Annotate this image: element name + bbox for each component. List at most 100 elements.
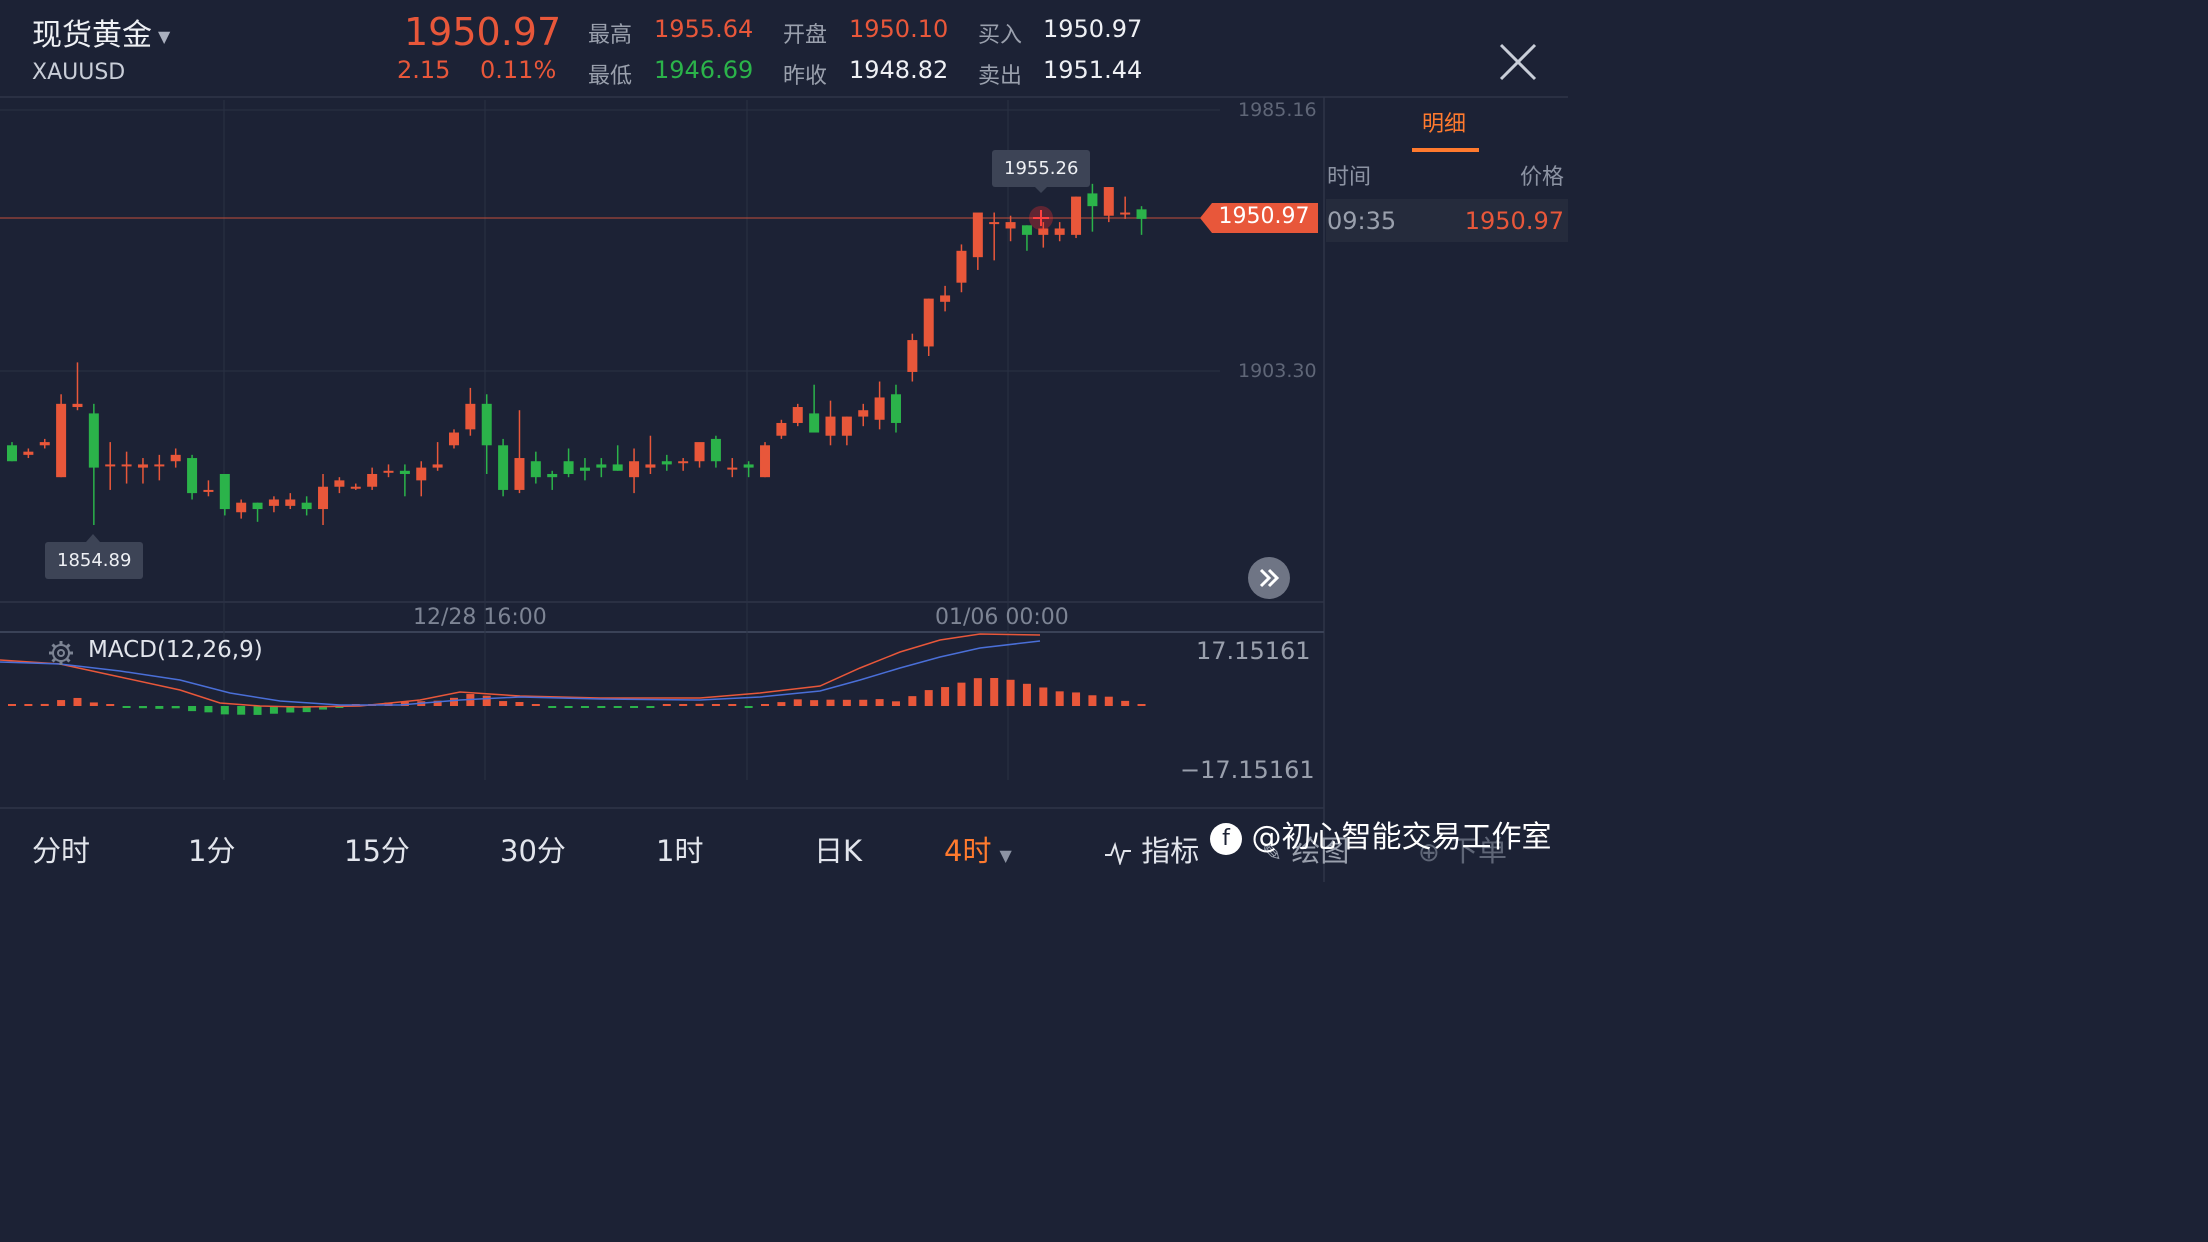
macd-bar bbox=[1022, 683, 1031, 706]
macd-bar bbox=[253, 706, 262, 715]
macd-bar bbox=[138, 706, 147, 709]
macd-bar bbox=[744, 706, 753, 708]
bid-label: 买入 bbox=[978, 23, 1023, 48]
candle bbox=[825, 416, 836, 436]
chart-svg[interactable] bbox=[0, 0, 1568, 882]
macd-bar bbox=[990, 678, 999, 706]
candle bbox=[989, 222, 1000, 225]
instrument-name[interactable]: 现货黄金 ▼ bbox=[32, 10, 170, 54]
macd-bar bbox=[122, 706, 131, 708]
macd-dea-line bbox=[0, 640, 1041, 706]
draw-button[interactable]: ✎ 绘图 bbox=[1262, 828, 1349, 870]
tab-details[interactable]: 明细 bbox=[1422, 112, 1467, 137]
macd-bar bbox=[1104, 696, 1113, 706]
macd-bar bbox=[711, 704, 720, 706]
macd-bar bbox=[810, 700, 819, 706]
candle bbox=[23, 451, 34, 455]
candle bbox=[694, 442, 705, 462]
macd-bar bbox=[171, 706, 180, 709]
macd-bar bbox=[679, 704, 688, 706]
y-tick-top: 1985.16 bbox=[1238, 99, 1317, 121]
plus-circle-icon: ⊕ bbox=[1418, 838, 1440, 868]
watermark-text: @初心智能交易工作室 bbox=[1251, 820, 1552, 855]
side-row-time: 09:35 bbox=[1327, 207, 1397, 235]
period-tab-4h[interactable]: 4时 ▼ bbox=[944, 828, 1012, 870]
candle bbox=[416, 467, 427, 481]
macd-bar bbox=[188, 706, 197, 712]
macd-min-label: −17.15161 bbox=[1180, 756, 1315, 784]
candle bbox=[1087, 193, 1098, 207]
macd-bar bbox=[40, 703, 49, 706]
period-tab-tick[interactable]: 分时 bbox=[32, 834, 91, 868]
macd-bar bbox=[662, 704, 671, 706]
period-tab-1h[interactable]: 1时 bbox=[656, 834, 704, 868]
indicator-label: 指标 bbox=[1141, 834, 1200, 868]
macd-dif-line bbox=[0, 633, 1041, 708]
candle bbox=[432, 464, 443, 468]
prev-close-value: 1948.82 bbox=[849, 56, 949, 84]
period-tab-1m[interactable]: 1分 bbox=[188, 834, 236, 868]
candle bbox=[923, 298, 934, 347]
period-tab-daily[interactable]: 日K bbox=[814, 834, 863, 868]
period-tab-15m[interactable]: 15分 bbox=[344, 834, 410, 868]
bid-value: 1950.97 bbox=[1043, 15, 1143, 43]
scroll-to-latest-button[interactable] bbox=[1248, 557, 1290, 599]
candle bbox=[792, 407, 803, 423]
macd-bar bbox=[924, 690, 933, 706]
macd-bar bbox=[859, 699, 868, 706]
candle bbox=[1071, 196, 1082, 235]
candle bbox=[301, 502, 312, 510]
x-tick-1: 12/28 16:00 bbox=[413, 605, 547, 630]
order-button[interactable]: ⊕ 下单 bbox=[1418, 828, 1507, 870]
candle bbox=[1054, 228, 1065, 235]
macd-bar bbox=[630, 706, 639, 708]
candle bbox=[874, 397, 885, 420]
macd-bar bbox=[286, 706, 295, 713]
candle bbox=[629, 461, 640, 478]
candle bbox=[154, 464, 165, 467]
candle bbox=[1038, 228, 1049, 235]
list-item bbox=[1326, 199, 1568, 242]
macd-bar bbox=[319, 706, 328, 710]
candle bbox=[1021, 225, 1032, 235]
candle bbox=[760, 445, 771, 478]
watermark-logo-icon: f bbox=[1210, 822, 1242, 855]
candle bbox=[776, 422, 787, 436]
candle bbox=[7, 445, 17, 462]
macd-bar bbox=[204, 706, 213, 713]
macd-bar bbox=[499, 701, 508, 706]
macd-bar bbox=[580, 706, 589, 708]
ask-value: 1951.44 bbox=[1043, 56, 1143, 84]
period-tab-30m[interactable]: 30分 bbox=[500, 834, 566, 868]
candle bbox=[465, 403, 476, 430]
pulse-icon bbox=[1105, 841, 1131, 867]
macd-bar bbox=[613, 706, 622, 708]
low-marker-tooltip: 1854.89 bbox=[45, 542, 144, 579]
candle bbox=[367, 473, 378, 487]
macd-bar bbox=[1137, 704, 1146, 706]
macd-bar bbox=[1088, 695, 1097, 706]
candle bbox=[547, 473, 558, 478]
candle bbox=[612, 464, 623, 471]
last-price: 1950.97 bbox=[404, 10, 562, 54]
macd-bar bbox=[515, 702, 524, 706]
current-price-tag: 1950.97 bbox=[1200, 203, 1318, 233]
candle bbox=[530, 461, 541, 478]
macd-bar bbox=[73, 697, 82, 706]
candle bbox=[285, 499, 296, 506]
prev-close-label: 昨收 bbox=[783, 64, 828, 89]
candle bbox=[940, 295, 951, 302]
macd-bar bbox=[531, 704, 540, 706]
macd-bar bbox=[1055, 691, 1064, 706]
macd-title: MACD(12,26,9) bbox=[88, 637, 263, 663]
candle bbox=[1103, 187, 1114, 216]
double-chevron-right-icon bbox=[1259, 568, 1280, 588]
candle bbox=[203, 489, 214, 492]
draw-label: 绘图 bbox=[1291, 834, 1350, 868]
macd-bar bbox=[646, 706, 655, 708]
close-icon[interactable] bbox=[1498, 42, 1538, 82]
macd-bar bbox=[24, 704, 33, 706]
gear-icon[interactable] bbox=[48, 640, 74, 666]
indicator-button[interactable]: 指标 bbox=[1104, 828, 1199, 870]
macd-bar bbox=[891, 701, 900, 706]
